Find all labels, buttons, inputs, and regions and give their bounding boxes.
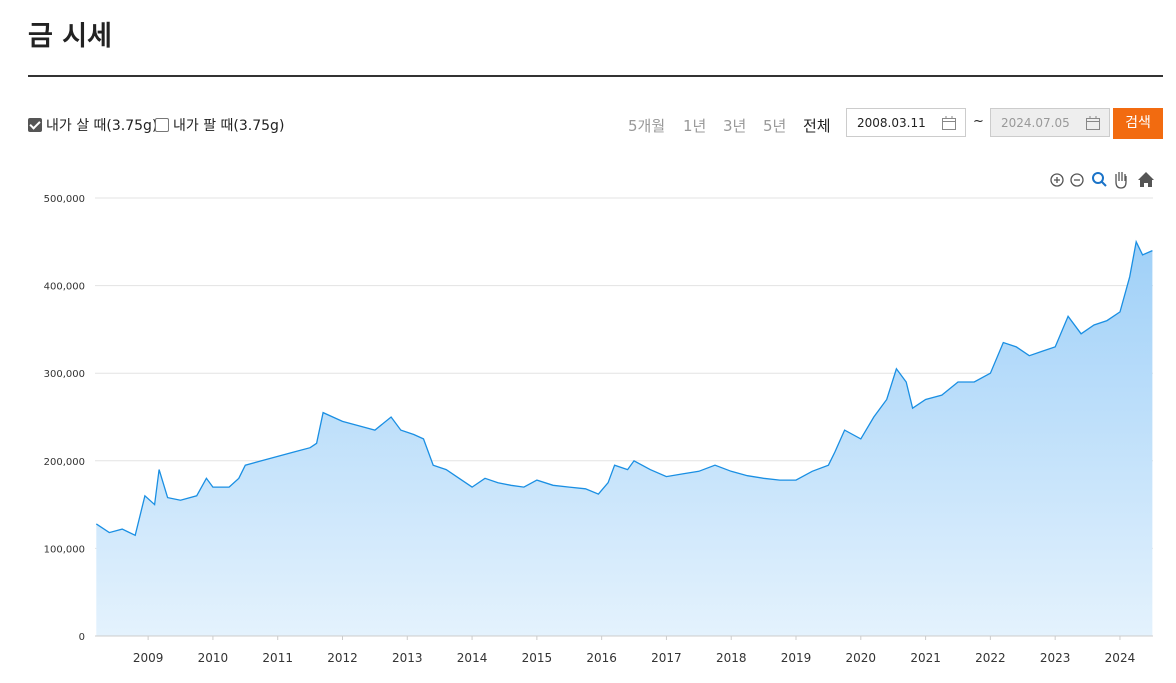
pan-button[interactable] xyxy=(1115,172,1127,189)
option[interactable]: 내가 팔 때(3.75g) xyxy=(155,115,284,135)
page-title: 금 시세 xyxy=(28,21,112,52)
calendar-icon xyxy=(1086,116,1100,130)
x-tick-label: 2021 xyxy=(910,651,941,665)
x-tick-label: 2024 xyxy=(1105,651,1136,665)
x-tick-label: 2009 xyxy=(133,651,164,665)
y-tick-label: 300,000 xyxy=(44,369,85,380)
calendar-icon xyxy=(942,116,956,130)
zoom-in-button[interactable] xyxy=(1050,173,1064,187)
y-tick-label: 500,000 xyxy=(44,194,85,205)
divider xyxy=(28,75,1163,77)
x-tick-label: 2013 xyxy=(392,651,423,665)
toolbar xyxy=(1050,172,1154,189)
x-tick-label: 2014 xyxy=(457,651,488,665)
x-tick-label: 2018 xyxy=(716,651,747,665)
x-tick-label: 2011 xyxy=(262,651,293,665)
y-tick-label: 400,000 xyxy=(44,282,85,293)
x-tick-label: 2019 xyxy=(781,651,812,665)
y-tick-label: 0 xyxy=(79,632,85,643)
y-tick-label: 200,000 xyxy=(44,457,85,468)
search-button[interactable]: 검색 xyxy=(1113,108,1163,139)
x-tick-label: 2017 xyxy=(651,651,682,665)
zoom-out-button[interactable] xyxy=(1070,173,1084,187)
option-label: 내가 팔 때(3.75g) xyxy=(173,118,285,134)
x-tick-label: 2023 xyxy=(1040,651,1071,665)
period-button[interactable]: 5년 xyxy=(763,117,787,135)
chart: 0 100,000 200,000 300,000 400,000 500,000 2009… xyxy=(44,172,1154,665)
zoom-select-button[interactable] xyxy=(1092,172,1107,187)
reset-button[interactable] xyxy=(1138,172,1154,187)
checkbox[interactable] xyxy=(155,118,169,132)
area xyxy=(96,241,1153,637)
period-button[interactable]: 전체 xyxy=(803,117,831,135)
period-button[interactable]: 5개월 xyxy=(628,117,666,135)
date-text: 2024.07.05 xyxy=(1001,116,1070,130)
line xyxy=(95,239,1153,537)
x-tick-label: 2022 xyxy=(975,651,1006,665)
checkbox[interactable] xyxy=(28,118,42,132)
x-tick-label: 2015 xyxy=(522,651,553,665)
option[interactable]: 내가 살 때(3.75g) xyxy=(28,115,157,135)
x-tick-label: 2012 xyxy=(327,651,358,665)
date-text: 2008.03.11 xyxy=(857,116,926,130)
y-tick-label: 100,000 xyxy=(44,544,85,555)
x-tick-label: 2020 xyxy=(846,651,877,665)
end-date[interactable]: 2024.07.05 xyxy=(990,108,1110,137)
period-button[interactable]: 1년 xyxy=(683,117,707,135)
x-tick-label: 2016 xyxy=(586,651,617,665)
period-button[interactable]: 3년 xyxy=(723,117,747,135)
x-tick-label: 2010 xyxy=(198,651,229,665)
start-date[interactable]: 2008.03.11 xyxy=(846,108,966,137)
option-label: 내가 살 때(3.75g) xyxy=(46,118,158,134)
separator: ~ xyxy=(973,114,984,129)
